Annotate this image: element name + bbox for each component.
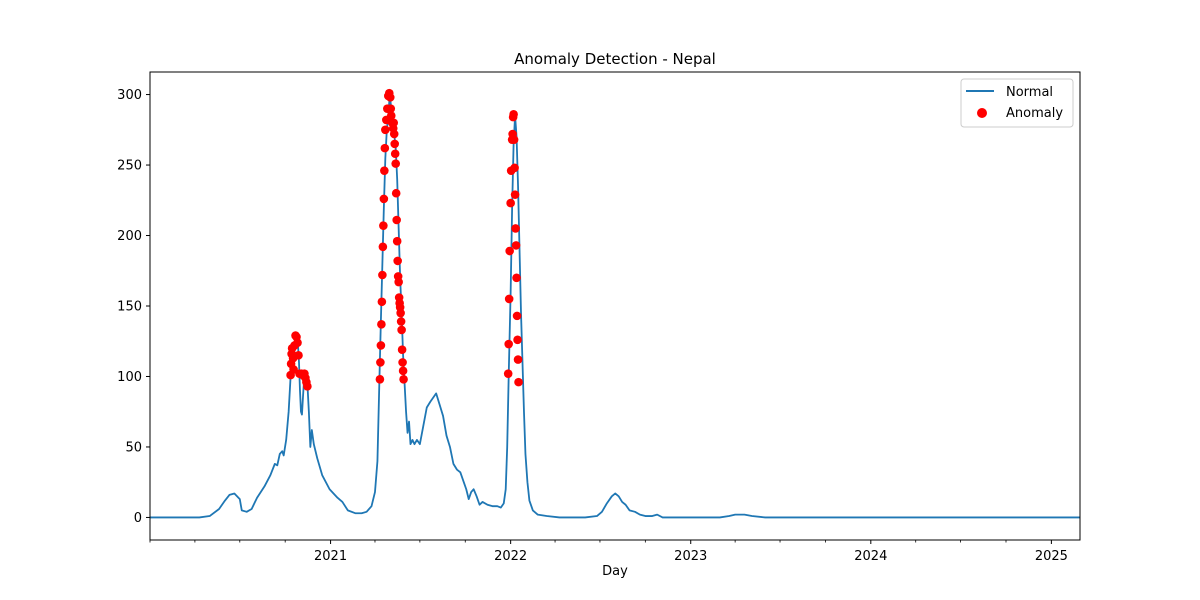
anomaly-point [509,135,519,144]
anomaly-point [505,246,514,256]
anomaly-point [375,375,385,384]
anomaly-point [391,188,401,198]
anomaly-point [392,236,402,246]
anomaly-point [380,143,390,153]
anomaly-point [386,111,396,120]
anomaly-point [378,242,388,252]
y-axis: 0 50 100 150 200 250 300 [117,88,150,526]
anomaly-point [294,351,303,360]
anomaly-point [389,118,399,128]
anomaly-point [303,382,312,391]
y-tick-label: 50 [125,440,142,455]
anomaly-point [511,224,520,233]
anomaly-point [396,317,406,326]
anomaly-point [380,166,389,175]
anomaly-point [376,341,386,350]
anomaly-point [513,355,523,364]
x-tick-label: 2025 [1035,549,1068,564]
anomaly-point [293,338,302,347]
anomaly-point [504,339,513,349]
anomaly-point [397,325,406,335]
anomaly-point [512,273,521,283]
anomaly-point [510,190,520,199]
anomaly-point [377,297,387,307]
anomaly-point [379,194,389,204]
legend-anomaly-swatch [977,108,987,118]
anomaly-point [385,93,395,102]
anomaly-point [397,345,407,355]
y-tick-label: 200 [117,229,142,244]
anomaly-point [390,149,400,159]
anomaly-point [376,358,385,367]
anomaly-point [377,320,386,329]
anomaly-point [379,221,388,230]
anomaly-point [391,159,401,168]
legend-anomaly-label: Anomaly [1006,106,1063,121]
x-tick-label: 2021 [314,549,347,564]
anomaly-point [396,308,405,318]
anomaly-point [503,369,513,378]
anomaly-point [513,335,522,345]
legend-normal-label: Normal [1006,85,1053,100]
chart-title: Anomaly Detection - Nepal [514,50,716,68]
anomaly-point [399,375,408,384]
anomaly-point [378,270,387,280]
anomaly-point [512,311,522,321]
anomaly-point [398,358,407,367]
x-axis-label: Day [602,564,628,579]
x-tick-label: 2024 [854,549,887,564]
y-tick-label: 0 [134,511,142,526]
x-tick-label: 2023 [674,549,707,564]
anomaly-point [392,215,401,225]
legend: Normal Anomaly [960,78,1074,128]
plot-area [149,71,1081,541]
anomaly-point [389,129,399,139]
anomaly-point [289,365,298,374]
anomaly-point [390,139,400,149]
anomaly-point [509,109,518,119]
y-tick-label: 250 [117,159,142,174]
x-tick-label: 2022 [494,549,527,564]
y-tick-label: 300 [117,88,142,103]
anomaly-point [514,377,523,387]
y-tick-label: 100 [117,370,142,385]
anomaly-point [381,125,390,135]
anomaly-point [511,241,521,250]
y-tick-label: 150 [117,300,142,315]
anomaly-point [398,366,408,376]
anomaly-point [506,198,515,208]
anomaly-point [386,104,396,113]
anomaly-point [510,163,519,173]
anomaly-point [394,277,403,287]
x-axis: 2021 2022 2023 2024 2025 [149,540,1068,564]
anomaly-point [504,294,514,304]
anomaly-point [393,256,402,266]
